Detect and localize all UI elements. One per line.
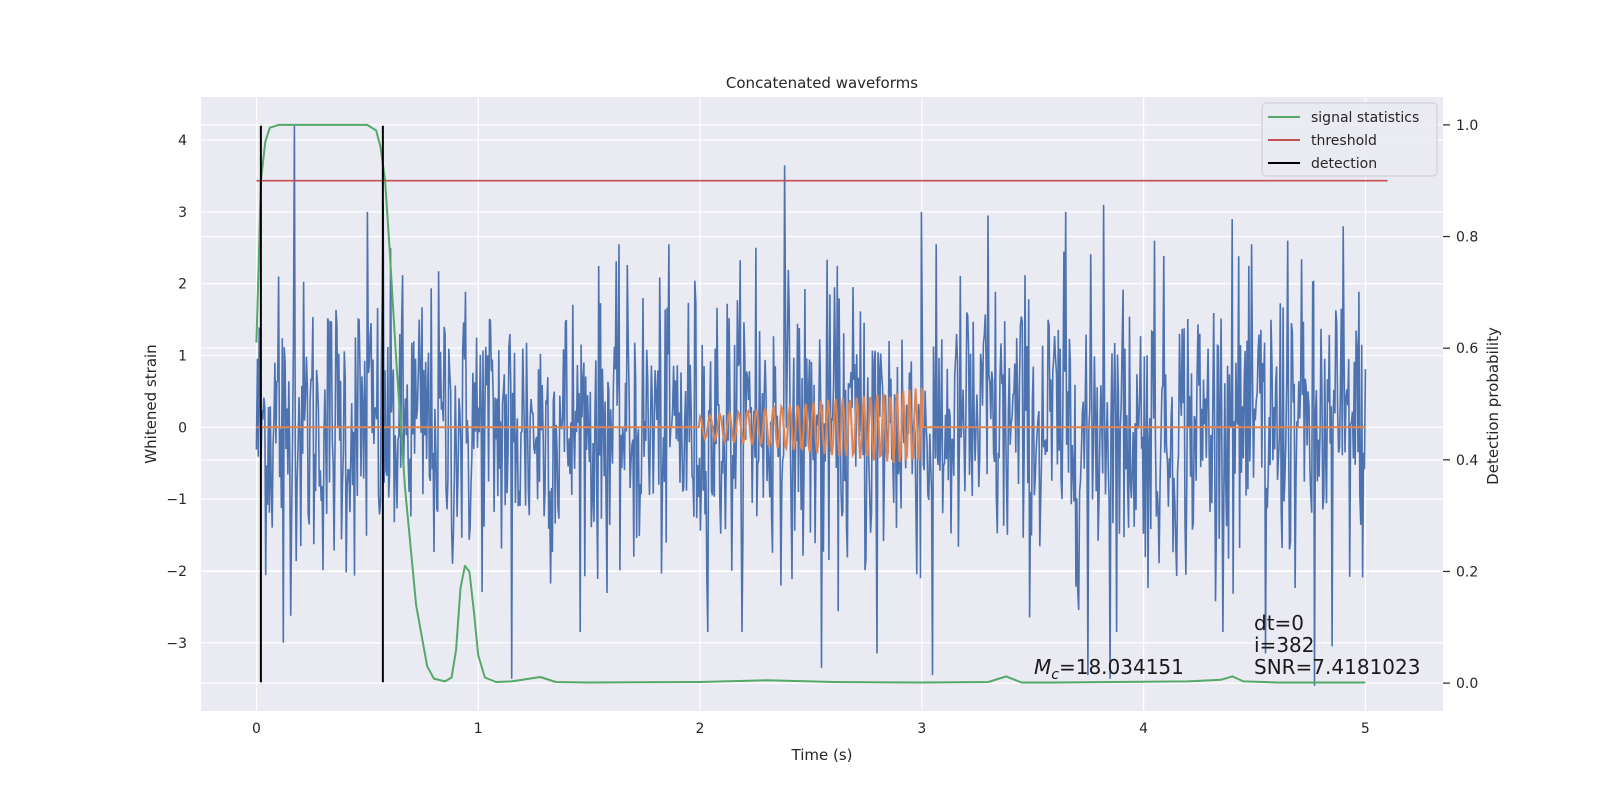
x-tick-label: 2	[696, 721, 705, 737]
annotation-mc: Mc=18.034151	[1034, 655, 1184, 683]
y-tick-label: −2	[166, 564, 187, 580]
y2-tick-label: 0.8	[1456, 230, 1478, 246]
chart-title: Concatenated waveforms	[726, 74, 918, 92]
detection-series	[259, 125, 384, 683]
svg-text:Mc=18.034151: Mc=18.034151	[1034, 655, 1184, 683]
y-tick-label: 4	[178, 133, 187, 149]
y2-tick-label: 0.4	[1456, 453, 1478, 469]
statistic-line	[255, 123, 1366, 684]
template-line	[256, 387, 1366, 464]
y2-tick-label: 1.0	[1456, 118, 1478, 134]
y2-tick-label: 0.0	[1456, 676, 1478, 692]
x-tick-label: 3	[917, 721, 926, 737]
y-tick-label: 2	[178, 277, 187, 293]
y-axis-label: Whitened strain	[142, 344, 160, 463]
y-axis-ticks: −3 −2 −1 0 1 2 3 4	[166, 133, 187, 652]
legend-box	[1261, 102, 1438, 177]
x-tick-label: 1	[474, 721, 483, 737]
mc-symbol: M	[1034, 655, 1051, 679]
template-series	[256, 387, 1366, 464]
y2-axis-ticks: 0.0 0.2 0.4 0.6 0.8 1.0	[1443, 118, 1478, 692]
x-axis-label: Time (s)	[791, 746, 853, 764]
y2-axis-label: Detection probability	[1484, 327, 1502, 485]
legend-label-detection: detection	[1311, 156, 1377, 172]
legend-label-statistic: signal statistics	[1311, 110, 1419, 126]
annotation-snr: SNR=7.4181023	[1254, 655, 1420, 679]
y-tick-label: 3	[178, 205, 187, 221]
y-tick-label: 0	[178, 420, 187, 436]
mc-subscript: c	[1051, 667, 1059, 683]
legend: signal statistics threshold detection	[1261, 102, 1438, 177]
x-tick-label: 5	[1361, 721, 1370, 737]
x-tick-label: 4	[1139, 721, 1148, 737]
annotation-dt: dt=0	[1254, 611, 1304, 635]
legend-label-threshold: threshold	[1311, 133, 1377, 149]
x-axis-ticks: 0 1 2 3 4 5	[252, 721, 1370, 737]
y2-tick-label: 0.6	[1456, 341, 1478, 357]
y-tick-label: 1	[178, 349, 187, 365]
y2-tick-label: 0.2	[1456, 564, 1478, 580]
statistic-series	[255, 123, 1366, 684]
x-tick-label: 0	[252, 721, 261, 737]
y-tick-label: −1	[166, 492, 187, 508]
y-tick-label: −3	[166, 636, 187, 652]
annotation-i: i=382	[1254, 633, 1315, 657]
mc-value: =18.034151	[1059, 655, 1184, 679]
